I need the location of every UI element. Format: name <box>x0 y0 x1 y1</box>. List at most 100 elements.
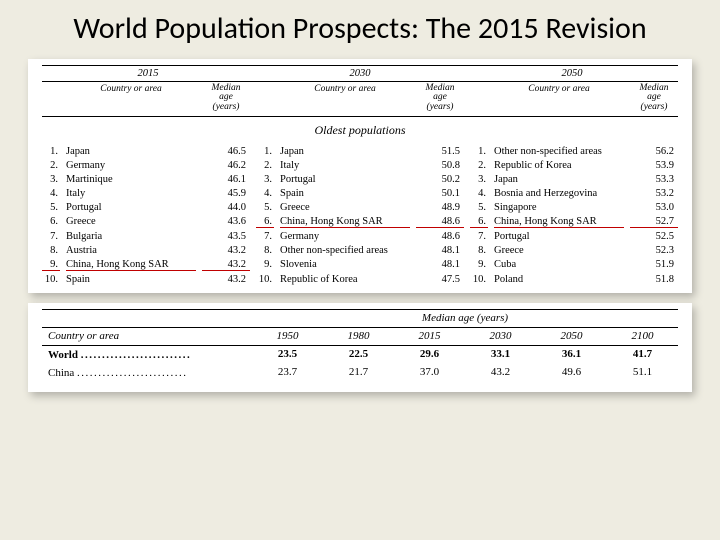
value-cell: 52.3 <box>630 245 678 256</box>
rank-cell: 10. <box>42 274 60 285</box>
value-cell: 43.6 <box>202 216 250 228</box>
value-cell: 53.2 <box>630 188 678 199</box>
country-cell: China, Hong Kong SAR <box>280 216 410 228</box>
country-cell: Spain <box>280 188 410 199</box>
rank-cell: 2. <box>42 160 60 171</box>
value-cell: 50.1 <box>416 188 464 199</box>
rank-cell: 3. <box>470 174 488 185</box>
rank-cell: 8. <box>42 245 60 256</box>
value-cell: 43.2 <box>202 274 250 285</box>
column-header-country: Country or area <box>494 82 624 117</box>
country-cell: Bosnia and Herzegovina <box>494 188 624 199</box>
country-cell: Germany <box>66 160 196 171</box>
country-cell: Spain <box>66 274 196 285</box>
rank-cell: 3. <box>42 174 60 185</box>
country-cell: Austria <box>66 245 196 256</box>
country-cell: Portugal <box>494 231 624 242</box>
rank-cell: 3. <box>256 174 274 185</box>
value-cell: 46.2 <box>202 160 250 171</box>
year-header: 2015 <box>394 328 465 345</box>
rank-cell: 9. <box>42 259 60 271</box>
value-cell: 51.1 <box>607 364 678 382</box>
year-header: 2050 <box>466 66 678 81</box>
country-cell: Bulgaria <box>66 231 196 242</box>
value-cell: 43.2 <box>465 364 536 382</box>
value-cell: 53.3 <box>630 174 678 185</box>
rank-cell: 1. <box>470 146 488 157</box>
country-cell: Slovenia <box>280 259 410 271</box>
year-header: 2030 <box>465 328 536 345</box>
country-cell: Republic of Korea <box>494 160 624 171</box>
year-header: 1980 <box>323 328 394 345</box>
year-header: 2015 <box>42 66 254 81</box>
country-cell: Germany <box>280 231 410 242</box>
value-cell: 41.7 <box>607 346 678 364</box>
value-cell: 43.5 <box>202 231 250 242</box>
value-cell: 37.0 <box>394 364 465 382</box>
value-cell: 56.2 <box>630 146 678 157</box>
value-cell: 51.9 <box>630 259 678 271</box>
rank-cell: 8. <box>470 245 488 256</box>
value-cell: 33.1 <box>465 346 536 364</box>
value-cell: 51.5 <box>416 146 464 157</box>
country-cell: Japan <box>280 146 410 157</box>
rank-cell: 4. <box>42 188 60 199</box>
country-cell: Greece <box>494 245 624 256</box>
rank-cell: 8. <box>256 245 274 256</box>
value-cell: 29.6 <box>394 346 465 364</box>
rank-cell: 4. <box>470 188 488 199</box>
column-header-age: Medianage(years) <box>630 82 678 117</box>
rank-cell: 10. <box>470 274 488 285</box>
value-cell: 23.5 <box>252 346 323 364</box>
value-cell: 47.5 <box>416 274 464 285</box>
country-cell: Italy <box>66 188 196 199</box>
column-header-country: Country or area <box>280 82 410 117</box>
value-cell: 52.5 <box>630 231 678 242</box>
country-cell: China, Hong Kong SAR <box>494 216 624 228</box>
rank-cell: 6. <box>470 216 488 228</box>
value-cell: 50.8 <box>416 160 464 171</box>
country-cell: Greece <box>66 216 196 228</box>
column-header-age: Medianage(years) <box>202 82 250 117</box>
value-cell: 52.7 <box>630 216 678 228</box>
year-header: 1950 <box>252 328 323 345</box>
rank-cell: 4. <box>256 188 274 199</box>
country-cell: Other non-specified areas <box>280 245 410 256</box>
value-cell: 51.8 <box>630 274 678 285</box>
value-cell: 22.5 <box>323 346 394 364</box>
median-age-trend-table: Median age (years)Country or area1950198… <box>28 303 692 392</box>
rank-cell: 9. <box>256 259 274 271</box>
column-header-country: Country or area <box>66 82 196 117</box>
country-cell: Greece <box>280 202 410 213</box>
value-cell: 48.6 <box>416 231 464 242</box>
country-cell: Poland <box>494 274 624 285</box>
country-cell: Other non-specified areas <box>494 146 624 157</box>
value-cell: 45.9 <box>202 188 250 199</box>
column-header-age: Medianage(years) <box>416 82 464 117</box>
country-cell: Italy <box>280 160 410 171</box>
country-cell: Portugal <box>66 202 196 213</box>
value-cell: 21.7 <box>323 364 394 382</box>
year-header: 2050 <box>536 328 607 345</box>
country-cell: Portugal <box>280 174 410 185</box>
country-cell: China, Hong Kong SAR <box>66 259 196 271</box>
country-cell: China .......................... <box>42 364 252 382</box>
value-cell: 36.1 <box>536 346 607 364</box>
rank-cell: 1. <box>256 146 274 157</box>
rank-cell: 2. <box>256 160 274 171</box>
value-cell: 53.0 <box>630 202 678 213</box>
rank-cell: 6. <box>42 216 60 228</box>
country-cell: Republic of Korea <box>280 274 410 285</box>
country-cell: Martinique <box>66 174 196 185</box>
rank-cell: 5. <box>256 202 274 213</box>
value-cell: 46.5 <box>202 146 250 157</box>
value-cell: 43.2 <box>202 259 250 271</box>
value-cell: 49.6 <box>536 364 607 382</box>
value-cell: 48.1 <box>416 245 464 256</box>
value-cell: 43.2 <box>202 245 250 256</box>
value-cell: 48.6 <box>416 216 464 228</box>
rank-cell: 5. <box>42 202 60 213</box>
table-subtitle: Oldest populations <box>42 117 678 146</box>
slide-title: World Population Prospects: The 2015 Rev… <box>0 0 720 53</box>
rank-cell: 7. <box>256 231 274 242</box>
